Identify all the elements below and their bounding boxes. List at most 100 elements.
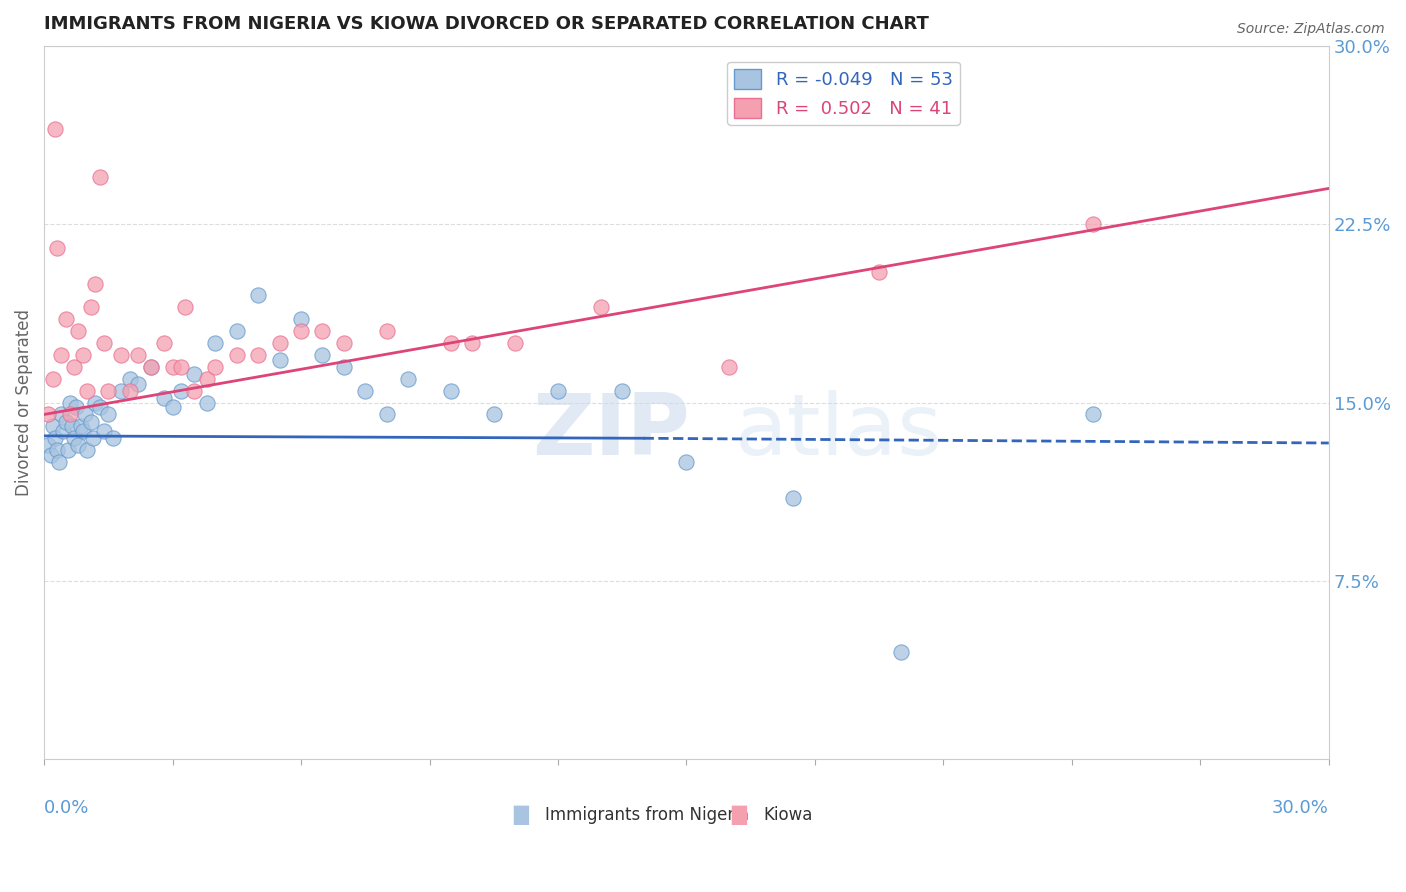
Point [82,431,104,445]
Point [589,301,612,315]
Point [482,408,505,422]
Point [141,359,163,374]
Point [118,384,141,398]
Point [440,336,463,351]
Point [461,336,484,351]
Text: Source: ZipAtlas.com: Source: ZipAtlas.com [1237,22,1385,37]
Point [67,438,90,452]
Text: Kiowa: Kiowa [763,805,813,824]
Point [46,241,69,255]
Legend: R = -0.049   N = 53, R =  0.502   N = 41: R = -0.049 N = 53, R = 0.502 N = 41 [727,62,960,125]
Point [60,419,83,434]
Text: █: █ [731,805,747,825]
Point [76,384,98,398]
Point [269,352,291,367]
Text: 0.0%: 0.0% [44,798,90,817]
Y-axis label: Divorced or Separated: Divorced or Separated [15,309,32,496]
Point [56,443,79,458]
Point [127,376,149,391]
Text: atlas: atlas [735,390,943,473]
Point [195,372,218,386]
Point [73,408,96,422]
Point [170,359,193,374]
Point [290,312,312,326]
Point [127,348,149,362]
Point [84,277,107,291]
Point [354,384,377,398]
Point [44,431,66,445]
Point [97,408,120,422]
Point [63,431,86,445]
Point [80,301,103,315]
Point [440,384,463,398]
Point [333,336,356,351]
Point [225,324,247,338]
Point [97,384,120,398]
Point [59,408,82,422]
Text: IMMIGRANTS FROM NIGERIA VS KIOWA DIVORCED OR SEPARATED CORRELATION CHART: IMMIGRANTS FROM NIGERIA VS KIOWA DIVORCE… [44,15,929,33]
Point [89,401,111,415]
Point [375,324,398,338]
Point [80,415,103,429]
Point [170,384,193,398]
Point [101,431,124,445]
Point [72,348,94,362]
Point [72,424,94,438]
Text: █: █ [513,805,529,825]
Point [183,384,205,398]
Point [396,372,419,386]
Text: 30.0%: 30.0% [1272,798,1329,817]
Point [93,336,115,351]
Point [67,324,90,338]
Point [225,348,247,362]
Point [153,391,176,405]
Point [547,384,569,398]
Point [311,348,333,362]
Point [162,359,184,374]
Point [65,401,87,415]
Point [59,395,82,409]
Point [55,415,77,429]
Point [110,384,132,398]
Point [1083,217,1105,231]
Point [375,408,398,422]
Point [51,408,73,422]
Point [93,424,115,438]
Point [868,265,890,279]
Point [89,169,111,184]
Point [118,372,141,386]
Point [76,443,98,458]
Point [41,419,63,434]
Point [890,645,912,659]
Point [44,122,66,136]
Point [55,312,77,326]
Point [183,367,205,381]
Point [153,336,176,351]
Point [195,395,218,409]
Point [37,438,59,452]
Point [63,359,86,374]
Point [204,336,226,351]
Point [333,359,356,374]
Point [84,395,107,409]
Point [174,301,197,315]
Point [52,424,75,438]
Point [247,288,270,302]
Point [69,419,91,434]
Point [503,336,526,351]
Point [141,359,163,374]
Point [39,448,62,462]
Point [48,455,70,469]
Point [675,455,697,469]
Point [46,443,69,458]
Point [51,348,73,362]
Text: ZIP: ZIP [533,390,690,473]
Point [269,336,291,351]
Point [204,359,226,374]
Point [41,372,63,386]
Point [782,491,804,505]
Point [37,408,59,422]
Point [110,348,132,362]
Point [1083,408,1105,422]
Point [311,324,333,338]
